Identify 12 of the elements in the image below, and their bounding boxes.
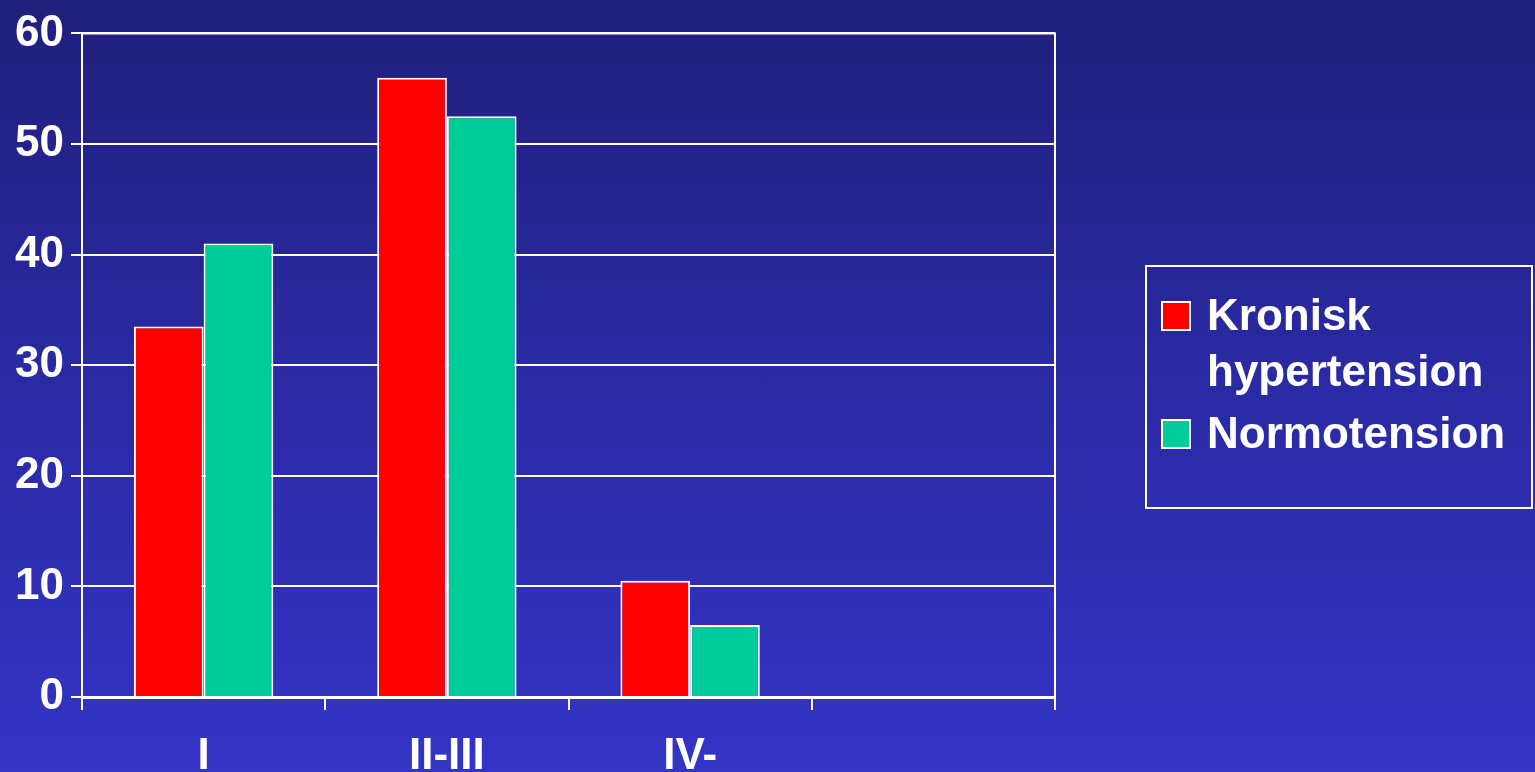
- x-tick-label: IV-: [663, 728, 718, 772]
- text: Normotension: [1207, 407, 1506, 459]
- x-tick-label: I: [197, 728, 210, 772]
- y-tick-label: 0: [39, 669, 64, 719]
- y-tick-label: 40: [15, 226, 64, 276]
- x-tick-label: II-III: [408, 728, 485, 772]
- y-tick-label: 50: [15, 116, 64, 166]
- y-tick-label: 30: [15, 337, 64, 387]
- y-tick-label: 20: [15, 447, 64, 497]
- y-tick-label: 10: [15, 558, 64, 608]
- y-tick-label: 60: [15, 5, 64, 55]
- legend-label: Kronisk hypertension: [1207, 289, 1485, 397]
